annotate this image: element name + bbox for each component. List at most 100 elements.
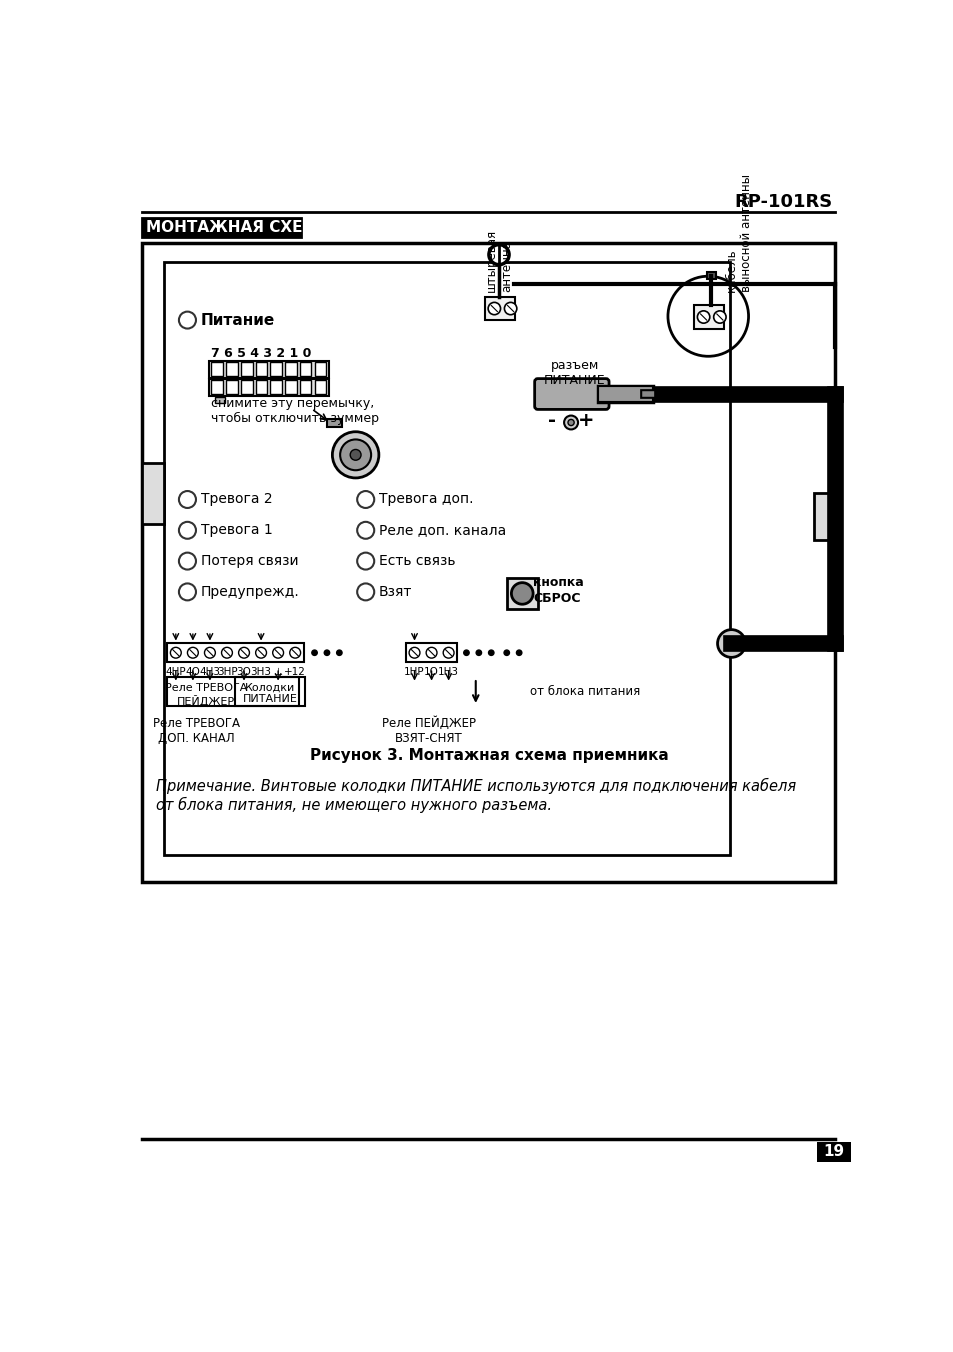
Bar <box>167 676 298 706</box>
Circle shape <box>179 553 195 569</box>
Text: Питание: Питание <box>200 312 274 327</box>
Circle shape <box>443 648 454 658</box>
Circle shape <box>204 648 215 658</box>
Circle shape <box>516 650 521 656</box>
Bar <box>506 579 537 608</box>
Circle shape <box>463 650 469 656</box>
Text: Взят: Взят <box>378 585 412 599</box>
Text: от блока питания: от блока питания <box>530 684 639 698</box>
Circle shape <box>426 648 436 658</box>
Text: Реле ТРЕВОГА
ДОП. КАНАЛ: Реле ТРЕВОГА ДОП. КАНАЛ <box>153 717 240 745</box>
Circle shape <box>567 419 574 426</box>
Circle shape <box>324 650 330 656</box>
Bar <box>241 380 253 393</box>
Text: Предупрежд.: Предупрежд. <box>200 585 299 599</box>
Text: 3Н3: 3Н3 <box>251 667 272 676</box>
Circle shape <box>238 648 249 658</box>
Text: разъем
ПИТАНИЕ: разъем ПИТАНИЕ <box>543 358 605 387</box>
Circle shape <box>356 522 374 538</box>
Bar <box>235 676 305 706</box>
Text: 3О: 3О <box>236 667 252 676</box>
Bar <box>270 362 282 376</box>
Circle shape <box>273 648 283 658</box>
Bar <box>226 380 237 393</box>
Bar <box>314 362 326 376</box>
Text: штыревая
антенна: штыревая антенна <box>484 228 513 292</box>
Bar <box>142 462 164 525</box>
Text: МОНТАЖНАЯ СХЕМА: МОНТАЖНАЯ СХЕМА <box>146 220 330 235</box>
Circle shape <box>350 449 360 460</box>
Circle shape <box>409 648 419 658</box>
Bar <box>816 1141 850 1161</box>
Bar <box>167 644 303 662</box>
Bar <box>813 493 835 539</box>
Text: -: - <box>547 411 555 430</box>
Circle shape <box>563 415 578 430</box>
Circle shape <box>181 585 193 598</box>
Text: Тревога 2: Тревога 2 <box>200 492 272 507</box>
Text: 19: 19 <box>822 1144 843 1159</box>
Circle shape <box>179 311 195 329</box>
Bar <box>212 380 223 393</box>
Text: Рисунок 3. Монтажная схема приемника: Рисунок 3. Монтажная схема приемника <box>309 748 668 763</box>
Circle shape <box>332 431 378 479</box>
Circle shape <box>181 314 193 326</box>
Text: Примечание. Винтовые колодки ПИТАНИЕ используются для подключения кабеля
от блок: Примечание. Винтовые колодки ПИТАНИЕ исп… <box>156 779 796 813</box>
Circle shape <box>181 493 193 506</box>
Bar <box>314 380 326 393</box>
Circle shape <box>171 648 181 658</box>
Circle shape <box>356 491 374 508</box>
Bar <box>226 362 237 376</box>
Bar <box>142 219 301 237</box>
Text: снимите эту перемычку,
чтобы отключить зуммер: снимите эту перемычку, чтобы отключить з… <box>211 397 378 425</box>
Bar <box>215 397 224 403</box>
Circle shape <box>179 584 195 600</box>
Text: Реле доп. канала: Реле доп. канала <box>378 523 506 537</box>
Circle shape <box>359 525 372 537</box>
FancyBboxPatch shape <box>534 379 608 410</box>
Text: ⊥: ⊥ <box>274 667 282 676</box>
Circle shape <box>359 585 372 598</box>
Circle shape <box>359 493 372 506</box>
Bar <box>270 380 282 393</box>
Circle shape <box>179 491 195 508</box>
Text: 1НР: 1НР <box>404 667 424 676</box>
Text: кабель
выносной антенны: кабель выносной антенны <box>724 173 753 292</box>
Bar <box>209 379 329 396</box>
Bar <box>255 380 267 393</box>
Bar <box>255 362 267 376</box>
Circle shape <box>255 648 266 658</box>
Text: Тревога 1: Тревога 1 <box>200 523 273 537</box>
Text: RP-101RS: RP-101RS <box>733 193 831 211</box>
Circle shape <box>181 554 193 568</box>
Circle shape <box>717 630 744 657</box>
Circle shape <box>488 245 509 265</box>
Bar <box>241 362 253 376</box>
Circle shape <box>511 583 533 604</box>
Bar <box>327 419 342 427</box>
Bar <box>285 362 296 376</box>
Bar <box>285 380 296 393</box>
Circle shape <box>713 311 725 323</box>
Circle shape <box>359 554 372 568</box>
Text: 7 6 5 4 3 2 1 0: 7 6 5 4 3 2 1 0 <box>211 346 311 360</box>
Text: Колодки
ПИТАНИЕ: Колодки ПИТАНИЕ <box>243 683 297 704</box>
Circle shape <box>488 650 494 656</box>
Circle shape <box>181 525 193 537</box>
Bar <box>212 362 223 376</box>
Bar <box>406 644 456 662</box>
Circle shape <box>179 522 195 538</box>
Text: 4О: 4О <box>185 667 200 676</box>
Text: Есть связь: Есть связь <box>378 554 455 568</box>
Text: 1Н3: 1Н3 <box>437 667 458 676</box>
Text: Реле ПЕЙДЖЕР
ВЗЯТ-СНЯТ: Реле ПЕЙДЖЕР ВЗЯТ-СНЯТ <box>382 717 476 745</box>
Bar <box>694 306 723 329</box>
Text: кнопка
СБРОС: кнопка СБРОС <box>533 576 583 604</box>
Circle shape <box>488 303 500 315</box>
Circle shape <box>476 650 481 656</box>
Circle shape <box>356 584 374 600</box>
Circle shape <box>312 650 317 656</box>
Circle shape <box>290 648 300 658</box>
Circle shape <box>356 553 374 569</box>
Circle shape <box>187 648 198 658</box>
